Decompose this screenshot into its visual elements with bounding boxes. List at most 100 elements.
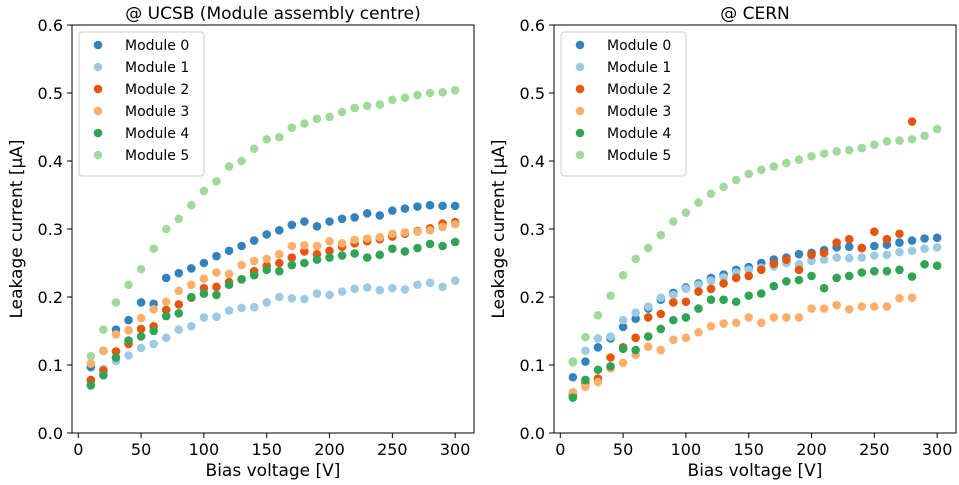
data-point (300, 217, 309, 226)
data-point (174, 286, 184, 296)
data-point (819, 283, 829, 293)
data-point (581, 382, 590, 392)
data-point (643, 313, 653, 322)
data-point (807, 256, 816, 266)
data-point (782, 255, 791, 264)
y-tick-label: 0.3 (38, 220, 63, 239)
data-point (136, 264, 146, 274)
data-point (287, 123, 297, 132)
data-point (212, 177, 221, 186)
data-point (731, 297, 741, 307)
data-point (199, 258, 209, 268)
data-point (438, 88, 447, 97)
legend-label: Module 2 (607, 82, 671, 98)
legend-label: Module 3 (607, 104, 671, 120)
series-5 (86, 85, 460, 361)
data-point (274, 266, 284, 276)
data-point (895, 265, 904, 275)
data-point (212, 290, 221, 300)
data-point (187, 321, 196, 331)
data-point (807, 250, 816, 260)
data-point (161, 297, 171, 307)
data-point (794, 155, 804, 164)
data-point (581, 357, 590, 366)
data-point (744, 291, 754, 300)
data-point (669, 217, 678, 226)
legend-label: Module 3 (125, 104, 189, 120)
y-tick-label: 0.4 (38, 152, 63, 171)
data-point (669, 290, 678, 300)
data-point (719, 272, 728, 282)
data-point (300, 294, 309, 304)
data-point (337, 238, 347, 248)
x-tick-label: 0 (555, 440, 565, 459)
data-point (325, 217, 334, 226)
data-point (769, 162, 779, 171)
data-point (593, 311, 603, 320)
legend-label: Module 0 (125, 38, 189, 54)
data-point (581, 346, 590, 356)
series-5 (568, 124, 942, 367)
data-point (237, 156, 246, 166)
data-point (425, 239, 435, 249)
data-point (807, 151, 816, 161)
data-point (413, 202, 422, 211)
data-point (413, 90, 422, 100)
data-point (362, 234, 372, 243)
data-point (844, 145, 854, 155)
data-point (932, 124, 942, 134)
data-point (907, 236, 917, 245)
data-point (425, 226, 435, 235)
data-point (425, 278, 435, 288)
data-point (199, 289, 209, 298)
data-point (844, 304, 854, 314)
data-point (643, 332, 653, 341)
data-point (375, 100, 385, 109)
data-point (907, 246, 917, 256)
data-point (413, 280, 422, 290)
data-point (312, 255, 322, 264)
data-point (870, 266, 879, 276)
data-point (706, 284, 716, 294)
data-point (857, 143, 867, 153)
data-point (794, 265, 804, 275)
data-point (606, 353, 615, 362)
data-point (224, 306, 234, 315)
data-point (832, 253, 841, 262)
data-point (769, 313, 779, 322)
legend-box (78, 31, 205, 177)
x-tick-label: 200 (314, 440, 345, 459)
data-point (438, 201, 447, 211)
data-point (224, 162, 234, 171)
data-point (844, 271, 854, 281)
data-point (731, 175, 741, 185)
data-point (606, 291, 615, 300)
data-point (388, 283, 397, 293)
data-point (618, 344, 628, 353)
data-point (237, 303, 246, 313)
data-point (656, 230, 666, 240)
data-point (337, 287, 347, 296)
x-tick-label: 150 (733, 440, 764, 459)
data-point (86, 351, 96, 361)
legend-label: Module 1 (125, 60, 189, 76)
data-point (224, 246, 234, 256)
data-point (413, 227, 422, 237)
data-point (438, 241, 447, 251)
data-point (400, 204, 410, 213)
data-point (350, 213, 359, 222)
data-point (681, 284, 691, 294)
data-point (400, 93, 410, 103)
data-point (832, 238, 841, 247)
data-point (681, 297, 691, 307)
data-point (325, 253, 334, 262)
data-point (606, 362, 615, 371)
legend-marker (575, 62, 585, 72)
legend-marker (93, 128, 103, 138)
legend: Module 0 Module 1 Module 2 Module 3 Module 4… (78, 31, 205, 177)
data-point (694, 287, 703, 296)
data-point (870, 227, 879, 237)
data-point (375, 250, 385, 260)
data-point (870, 302, 879, 311)
data-point (656, 324, 666, 334)
